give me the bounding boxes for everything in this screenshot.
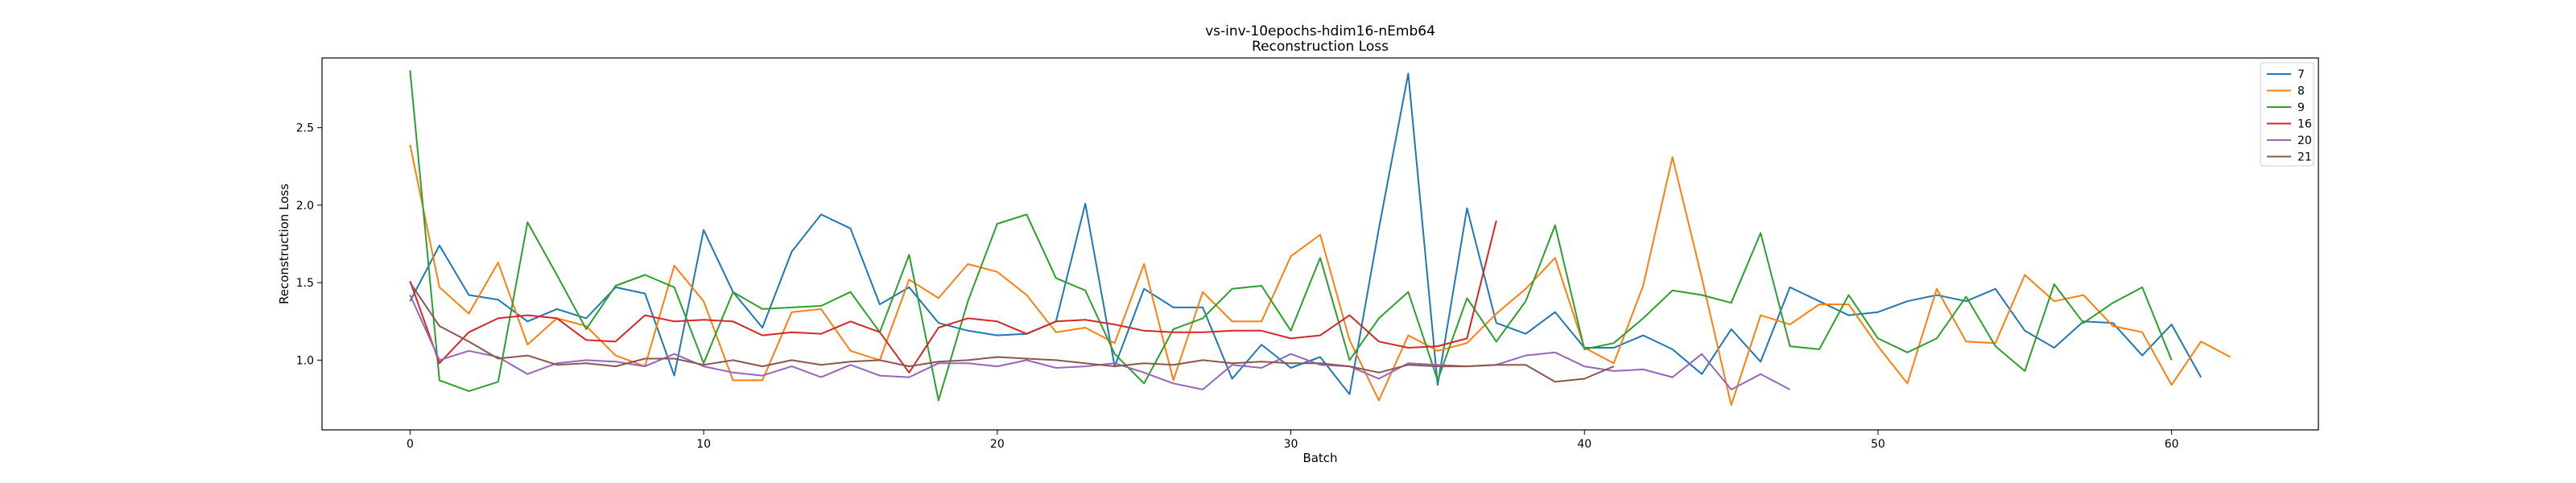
y-axis: 1.0 1.5 2.0 2.5 bbox=[296, 122, 322, 367]
series-line-8 bbox=[409, 144, 2231, 407]
x-axis-label: Batch bbox=[1302, 451, 1337, 465]
series-line-16 bbox=[409, 220, 1497, 374]
series-lines bbox=[409, 70, 2231, 407]
x-tick-label: 50 bbox=[1871, 438, 1885, 451]
legend: 7 8 9 16 20 21 bbox=[2260, 62, 2314, 167]
x-tick-label: 10 bbox=[696, 438, 711, 451]
y-axis-label: Reconstruction Loss bbox=[277, 184, 291, 304]
plot-frame bbox=[321, 57, 2319, 431]
legend-label-20: 20 bbox=[2297, 134, 2312, 147]
series-line-9 bbox=[409, 70, 2173, 402]
y-tick-label: 2.5 bbox=[296, 122, 314, 135]
x-tick-label: 20 bbox=[990, 438, 1005, 451]
x-tick-label: 30 bbox=[1284, 438, 1298, 451]
chart-subtitle: Reconstruction Loss bbox=[1252, 39, 1389, 55]
series-line-7 bbox=[409, 72, 2202, 395]
y-tick-label: 2.0 bbox=[296, 200, 314, 213]
y-tick-label: 1.5 bbox=[296, 277, 314, 290]
legend-label-21: 21 bbox=[2297, 151, 2312, 164]
y-tick-label: 1.0 bbox=[296, 354, 314, 367]
legend-label-8: 8 bbox=[2297, 85, 2305, 98]
x-axis: 0 10 20 30 40 50 60 bbox=[407, 430, 2179, 451]
legend-label-16: 16 bbox=[2297, 118, 2312, 131]
x-tick-label: 0 bbox=[407, 438, 414, 451]
x-tick-label: 40 bbox=[1577, 438, 1591, 451]
x-tick-label: 60 bbox=[2165, 438, 2179, 451]
series-line-21 bbox=[409, 282, 1615, 383]
legend-label-7: 7 bbox=[2297, 68, 2305, 81]
legend-label-9: 9 bbox=[2297, 101, 2305, 114]
chart-title: vs-inv-10epochs-hdim16-nEmb64 bbox=[1205, 23, 1435, 39]
